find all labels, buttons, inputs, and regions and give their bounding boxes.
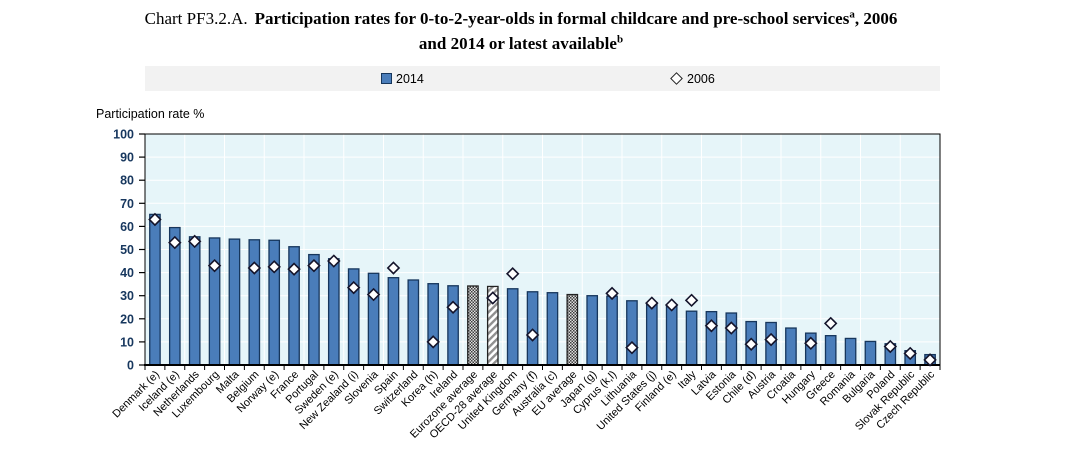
bar-2014	[546, 292, 559, 366]
diamond-2006	[287, 262, 301, 276]
bar-2014	[606, 295, 618, 366]
diamond-2006	[764, 332, 778, 347]
y-tick-label: 90	[120, 151, 134, 165]
diamond-2006	[267, 260, 281, 274]
diamond-2006	[903, 346, 917, 361]
bar-2014	[785, 327, 797, 366]
bar-2014	[665, 305, 678, 366]
diamond-2006	[446, 300, 460, 314]
diamond-2006	[247, 261, 262, 275]
y-axis-title: Participation rate %	[96, 107, 204, 121]
legend-2014-square-icon	[381, 73, 392, 84]
y-tick-label: 30	[120, 289, 134, 303]
y-tick-label: 100	[113, 128, 134, 142]
chart-legend: 2014 2006	[145, 66, 940, 91]
bar-2014	[626, 300, 638, 366]
y-tick-label: 70	[120, 197, 134, 211]
bar-2014	[844, 337, 857, 366]
footnote-a-marker: a	[849, 8, 855, 21]
diamond-2006	[307, 258, 321, 273]
diamond-2006	[883, 339, 898, 354]
chart-title-main: Participation rates for 0-to-2-year-olds…	[254, 9, 850, 28]
diamond-2006	[505, 267, 520, 281]
bar-2014	[327, 258, 340, 366]
diamond-2006	[704, 318, 719, 333]
bar-2014	[188, 236, 201, 366]
diamond-2006	[346, 280, 361, 295]
chart-title-suffix: , 2006	[854, 9, 898, 28]
bar-2014	[427, 283, 440, 366]
diamond-2006	[525, 328, 540, 342]
diamond-2006	[823, 316, 838, 331]
bar-2014	[387, 277, 400, 366]
bar-2014	[447, 285, 459, 366]
chart-title-line1: Chart PF3.2.A. Participation rates for 0-…	[0, 6, 1042, 31]
bar-2014	[208, 237, 221, 366]
chart-code: Chart PF3.2.A.	[144, 9, 248, 28]
diamond-2006	[327, 254, 341, 268]
legend-2014-label: 2014	[396, 71, 424, 86]
diamond-2006	[187, 234, 202, 249]
y-tick-label: 50	[120, 243, 134, 257]
y-tick-label: 80	[120, 174, 134, 188]
bar-2014	[506, 288, 519, 366]
diamond-2006	[366, 287, 381, 302]
diamond-2006	[744, 337, 758, 351]
bar-2014	[367, 272, 380, 366]
diamond-2006	[207, 258, 222, 273]
bar-2014	[725, 312, 738, 366]
bar-2014	[268, 239, 281, 366]
y-tick-label: 20	[120, 312, 134, 326]
bar-2014	[645, 301, 658, 366]
diamond-2006	[804, 336, 818, 351]
diamond-2006	[386, 261, 401, 275]
diamond-2006	[923, 353, 937, 367]
y-tick-label: 0	[127, 359, 134, 373]
footnote-b-marker: b	[616, 33, 624, 46]
diamond-2006	[486, 291, 500, 305]
diamond-2006	[605, 286, 619, 301]
diamond-2006	[426, 335, 440, 349]
bar-2014	[864, 340, 877, 366]
bar-2014	[407, 279, 420, 366]
bar-2014	[566, 293, 579, 366]
diamond-2006	[724, 321, 739, 335]
chart-title-line2-text: and 2014 or latest available	[418, 34, 617, 53]
bar-2014	[228, 238, 241, 366]
diamond-2006	[645, 296, 659, 310]
diamond-2006	[168, 235, 182, 250]
diamond-2006	[625, 340, 639, 355]
diamond-2006	[148, 212, 162, 227]
bar-2014	[824, 335, 837, 366]
bar-2014	[149, 213, 161, 366]
bar-2014	[586, 295, 599, 366]
bar-2014	[248, 239, 261, 366]
chart-title: Chart PF3.2.A. Participation rates for 0-…	[0, 6, 1042, 56]
chart-title-line2: and 2014 or latest availableb	[0, 31, 1042, 56]
bar-2014	[685, 310, 698, 366]
legend-item-2006: 2006	[670, 66, 715, 91]
y-tick-label: 60	[120, 220, 134, 234]
bar-2014	[467, 285, 479, 366]
legend-item-2014: 2014	[381, 66, 424, 91]
diamond-2006	[664, 298, 679, 312]
y-tick-label: 40	[120, 266, 134, 280]
diamond-2006	[684, 293, 699, 308]
legend-2006-label: 2006	[687, 71, 715, 86]
y-tick-label: 10	[120, 335, 134, 349]
